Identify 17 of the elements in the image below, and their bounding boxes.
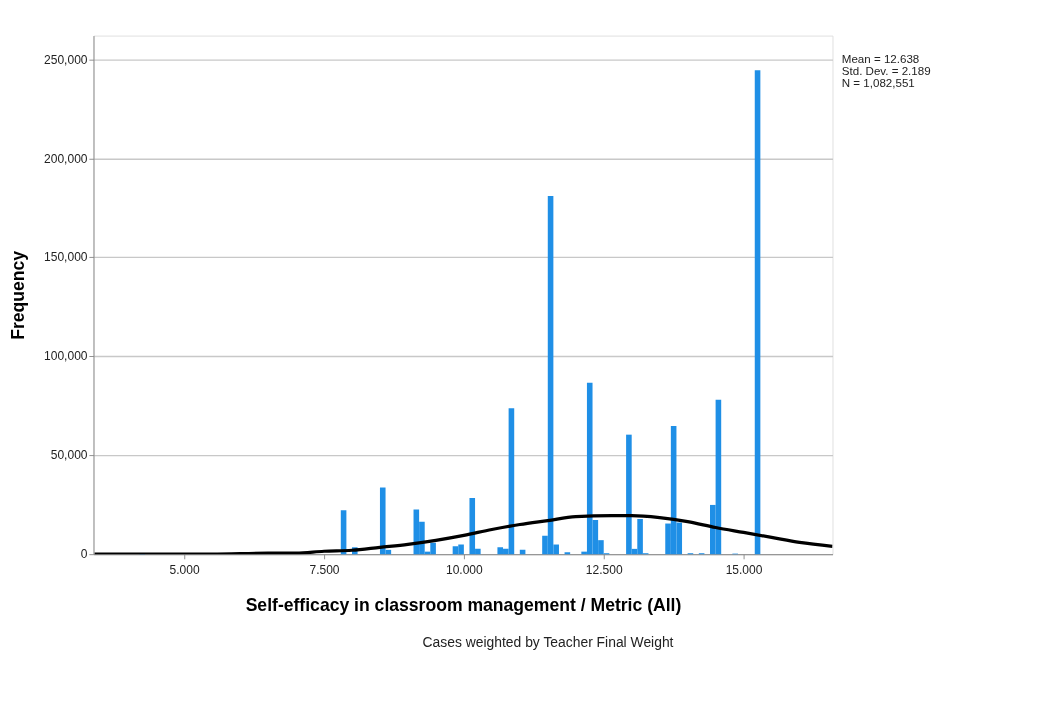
- y-tick-label: 200,000: [44, 151, 88, 166]
- x-tick-label: 5.000: [169, 563, 200, 578]
- text: N = 1,082,551: [841, 77, 915, 90]
- x-axis-title: Self-efficacy in classroom management / Metric (All): [245, 595, 682, 616]
- y-tick-label: 0: [80, 547, 88, 562]
- y-tick-label: 50,000: [50, 448, 88, 463]
- y-tick-label: 250,000: [44, 52, 88, 67]
- x-tick-label: 12.500: [585, 563, 623, 578]
- x-tick-label: 7.500: [309, 563, 340, 578]
- x-tick-label: 15.000: [725, 563, 763, 578]
- text: Cases weighted by Teacher Final Weight: [422, 633, 674, 650]
- y-axis-title: Frequency: [7, 250, 28, 340]
- text: Mean = 12.638: [841, 53, 920, 66]
- x-tick-label: 10.000: [445, 563, 484, 578]
- y-tick-label: 150,000: [44, 250, 88, 265]
- text: Std. Dev. = 2.189: [841, 65, 931, 78]
- y-tick-label: 100,000: [44, 349, 88, 364]
